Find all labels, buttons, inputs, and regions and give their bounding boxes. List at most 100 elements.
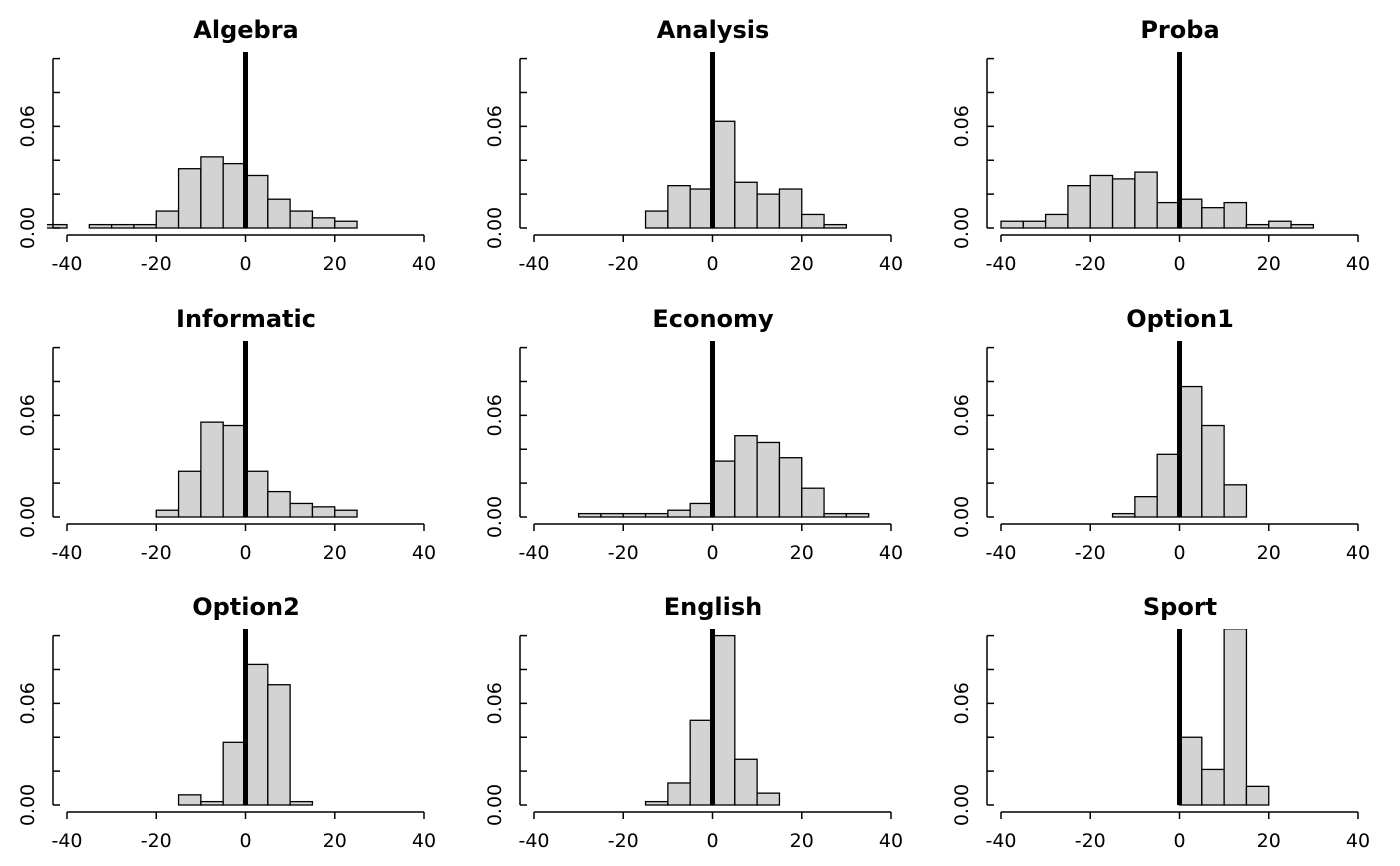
histogram-panel-economy: Economy -40 -20 0 20 40 0.00 0.06 [484, 305, 903, 564]
y-tick-label: 0.06 [17, 105, 39, 147]
histogram-bar [267, 490, 291, 518]
x-tick-label: -20 [141, 253, 172, 275]
histogram-panel-option1: Option1 -40 -20 0 20 40 0.00 0.06 [951, 305, 1370, 564]
histogram-bar [756, 792, 781, 806]
bars-group [1000, 171, 1315, 229]
x-tick-label: 0 [706, 542, 718, 564]
histogram-bar [778, 188, 803, 229]
histogram-bar [1223, 629, 1248, 806]
x-tick-label: 0 [1173, 830, 1185, 852]
histogram-bar [1111, 512, 1136, 518]
bars-group [644, 120, 848, 229]
histogram-panel-sport: Sport -40 -20 0 20 40 0.00 0.06 [951, 593, 1370, 852]
x-tick-label: 20 [1257, 830, 1281, 852]
histogram-bar [1156, 453, 1181, 518]
histogram-bar [1201, 424, 1225, 518]
histogram-bar [1067, 184, 1091, 229]
histogram-bar [334, 509, 358, 518]
histogram-bar [801, 213, 825, 229]
histogram-bar [267, 198, 291, 229]
histogram-bar [823, 223, 848, 229]
histogram-bar [823, 512, 848, 518]
x-tick-label: 20 [790, 830, 814, 852]
y-tick-label: 0.06 [951, 394, 973, 436]
x-tick-label: -40 [985, 253, 1016, 275]
y-tick-label: 0.06 [484, 682, 506, 724]
histogram-bar [289, 210, 314, 229]
x-tick-label: -20 [141, 830, 172, 852]
x-tick-label: -20 [1075, 830, 1106, 852]
panel-title: Algebra [193, 16, 298, 44]
histogram-bar [311, 506, 336, 518]
y-tick-label: 0.00 [17, 207, 39, 249]
bars-group [47, 156, 358, 229]
histogram-panel-algebra: Algebra -40 -20 0 20 40 0.00 0.06 [17, 16, 436, 275]
histogram-bar [177, 794, 202, 806]
histogram-bar [1178, 736, 1203, 806]
histogram-bar [88, 223, 113, 229]
histogram-bar [756, 441, 781, 518]
histogram-bar [644, 210, 669, 229]
y-tick-label: 0.06 [951, 105, 973, 147]
y-tick-label: 0.00 [484, 496, 506, 538]
histogram-bar [1223, 201, 1248, 229]
histogram-bar [1134, 171, 1158, 229]
histogram-bar [110, 223, 135, 229]
histogram-bar [311, 217, 336, 229]
histogram-bar [577, 512, 602, 518]
histogram-bar [734, 435, 758, 518]
histogram-bar [222, 424, 247, 518]
histogram-bar [133, 223, 157, 229]
panel-title: Option1 [1126, 305, 1234, 333]
x-tick-label: -20 [608, 830, 639, 852]
x-tick-label: -20 [1075, 542, 1106, 564]
histogram-panel-proba: Proba -40 -20 0 20 40 0.00 0.06 [951, 16, 1370, 275]
y-tick-label: 0.06 [484, 394, 506, 436]
histogram-panel-analysis: Analysis -40 -20 0 20 40 0.00 0.06 [484, 16, 903, 275]
histogram-bar [222, 162, 247, 229]
x-tick-label: 20 [323, 830, 347, 852]
histogram-bar [200, 800, 224, 806]
x-tick-label: -40 [51, 830, 82, 852]
histogram-panel-option2: Option2 -40 -20 0 20 40 0.00 0.06 [17, 593, 436, 852]
panel-title: Analysis [657, 16, 770, 44]
y-tick-label: 0.00 [951, 784, 973, 826]
x-tick-label: 0 [706, 830, 718, 852]
histogram-bar [689, 502, 714, 518]
x-tick-label: 0 [706, 253, 718, 275]
y-tick-label: 0.06 [17, 394, 39, 436]
x-tick-label: 20 [323, 253, 347, 275]
histogram-panel-english: English -40 -20 0 20 40 0.00 0.06 [484, 593, 903, 852]
histogram-bar [1245, 223, 1270, 229]
histogram-bar [1022, 220, 1047, 229]
histogram-bar [1156, 201, 1181, 229]
histogram-bar [1201, 207, 1225, 229]
histogram-bar [689, 719, 714, 806]
histogram-bar [1178, 198, 1203, 229]
x-tick-label: 20 [323, 542, 347, 564]
x-tick-label: -20 [608, 542, 639, 564]
histogram-bar [1178, 385, 1203, 518]
bars-group [155, 421, 358, 518]
histogram-bar [778, 457, 803, 518]
x-tick-label: -20 [141, 542, 172, 564]
x-tick-label: -20 [1075, 253, 1106, 275]
y-tick-label: 0.06 [484, 105, 506, 147]
x-tick-label: 20 [790, 253, 814, 275]
histogram-bar [1000, 220, 1024, 229]
bars-group [1111, 385, 1248, 518]
histogram-bar [244, 470, 269, 518]
x-tick-label: -20 [608, 253, 639, 275]
x-tick-label: 40 [1346, 542, 1370, 564]
y-tick-label: 0.06 [951, 682, 973, 724]
histogram-bar [222, 741, 247, 806]
histogram-bar [1044, 213, 1069, 229]
histogram-bar [200, 421, 224, 518]
x-tick-label: -40 [985, 830, 1016, 852]
histogram-bar [711, 460, 736, 518]
x-tick-label: 20 [790, 542, 814, 564]
histogram-bar [267, 684, 291, 806]
panel-title: Proba [1140, 16, 1219, 44]
bars-group [644, 634, 781, 806]
